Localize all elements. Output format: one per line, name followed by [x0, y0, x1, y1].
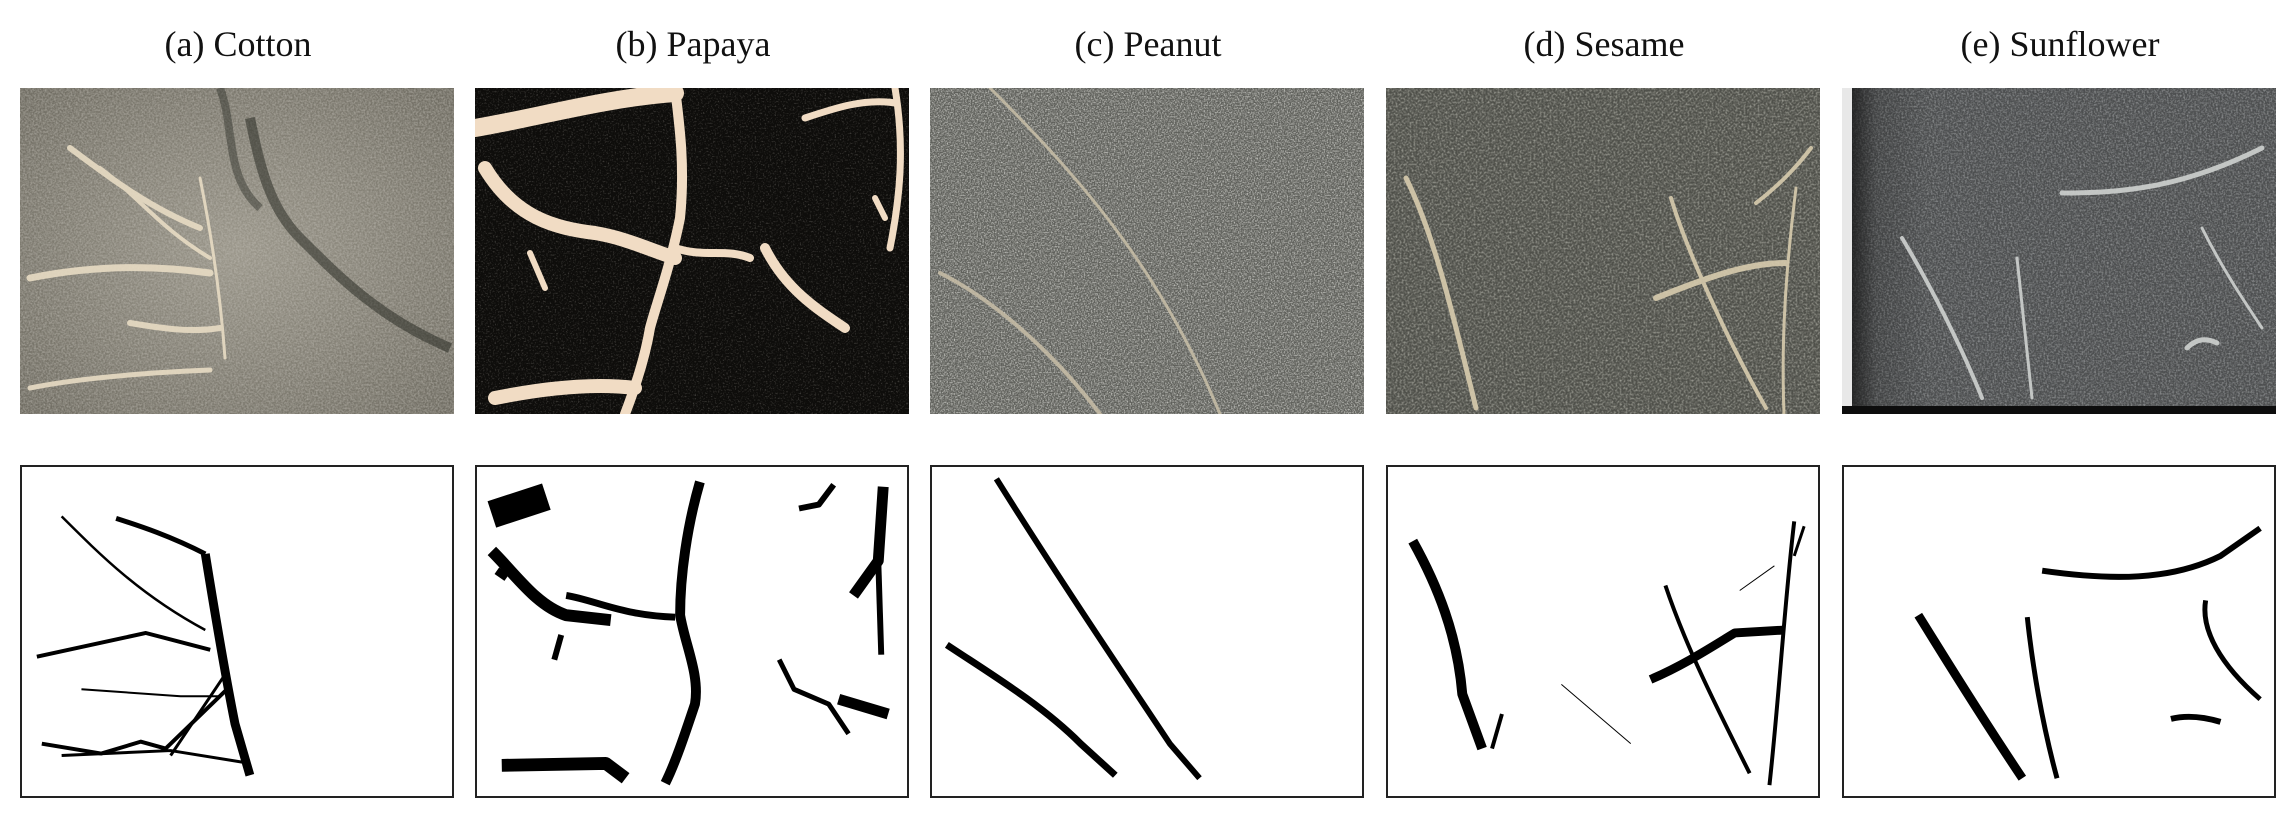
panel-caption: (c) Peanut: [1074, 24, 1222, 64]
root-photo-peanut: [930, 88, 1364, 414]
root-photo-sunflower: [1842, 88, 2276, 414]
root-photo-cotton: [20, 88, 454, 414]
root-mask-sunflower: [1842, 465, 2276, 798]
root-photo-sesame: [1386, 88, 1820, 414]
panel-caption: (e) Sunflower: [1960, 24, 2160, 64]
panel-peanut: (c) Peanut: [930, 0, 1366, 832]
root-mask-sesame: [1386, 465, 1820, 798]
panel-sesame: (d) Sesame: [1386, 0, 1822, 832]
panel-caption: (a) Cotton: [164, 24, 312, 64]
panel-papaya: (b) Papaya: [475, 0, 911, 832]
panel-caption: (d) Sesame: [1523, 24, 1685, 64]
root-mask-cotton: [20, 465, 454, 798]
root-photo-papaya: [475, 88, 909, 414]
panel-caption: (b) Papaya: [615, 24, 771, 64]
panel-cotton: (a) Cotton: [20, 0, 456, 832]
panel-sunflower: (e) Sunflower: [1842, 0, 2278, 832]
root-mask-peanut: [930, 465, 1364, 798]
root-mask-papaya: [475, 465, 909, 798]
